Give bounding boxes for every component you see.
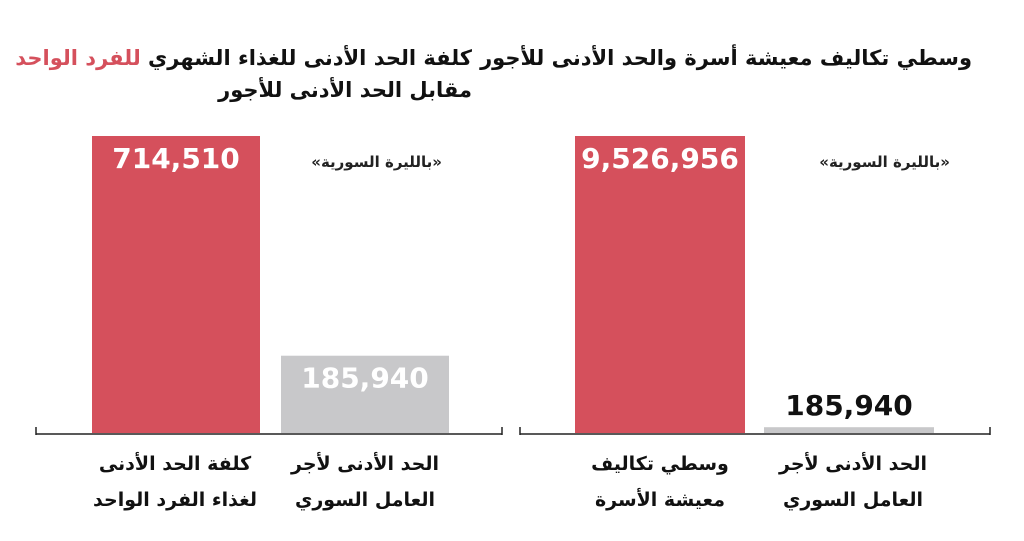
chart-title-line1: كلفة الحد الأدنى للغذاء الشهري (148, 46, 472, 70)
chart-title-line1: وسطي تكاليف معيشة أسرة والحد الأدنى للأج… (480, 46, 972, 70)
unit-note: «بالليرة السورية» (819, 153, 950, 171)
bar-chart-food-cost: 714,510 185,940 (35, 136, 503, 435)
chart-title: كلفة الحد الأدنى للغذاء الشهري للفرد الو… (15, 42, 472, 106)
chart-title: وسطي تكاليف معيشة أسرة والحد الأدنى للأج… (480, 42, 972, 74)
data-label-1: 185,940 (785, 389, 913, 422)
unit-note: «بالليرة السورية» (311, 153, 442, 171)
bar-0 (575, 136, 745, 433)
category-label-min-wage: الحد الأدنى لأجر العامل السوري (265, 446, 465, 518)
category-label-line: الحد الأدنى لأجر (291, 453, 439, 475)
category-label-min-wage: الحد الأدنى لأجر العامل السوري (753, 446, 953, 518)
category-label-family-cost: وسطي تكاليف معيشة الأسرة (560, 446, 760, 518)
chart-panel-family-cost: وسطي تكاليف معيشة أسرة والحد الأدنى للأج… (480, 0, 1024, 541)
category-label-line: العامل السوري (294, 489, 436, 511)
bar-1 (764, 427, 934, 433)
data-label-0: 714,510 (112, 142, 240, 175)
chart-title-line2: مقابل الحد الأدنى للأجور (218, 78, 472, 102)
chart-title-accent: للفرد الواحد (15, 46, 141, 70)
bar-chart-family-cost: 9,526,956 185,940 (519, 136, 991, 435)
chart-panel-food-cost: كلفة الحد الأدنى للغذاء الشهري للفرد الو… (15, 42, 503, 518)
bar-0 (92, 136, 260, 433)
category-label-line: وسطي تكاليف (591, 453, 729, 475)
data-label-1: 185,940 (301, 362, 429, 395)
category-label-line: معيشة الأسرة (594, 489, 726, 511)
category-label-line: لغذاء الفرد الواحد (93, 489, 257, 511)
bar-1 (281, 355, 449, 433)
category-label-line: كلفة الحد الأدنى (98, 453, 252, 475)
category-label-food-cost: كلفة الحد الأدنى لغذاء الفرد الواحد (75, 446, 275, 518)
data-label-0: 9,526,956 (581, 142, 739, 175)
category-label-line: الحد الأدنى لأجر (779, 453, 927, 475)
category-label-line: العامل السوري (782, 489, 924, 511)
